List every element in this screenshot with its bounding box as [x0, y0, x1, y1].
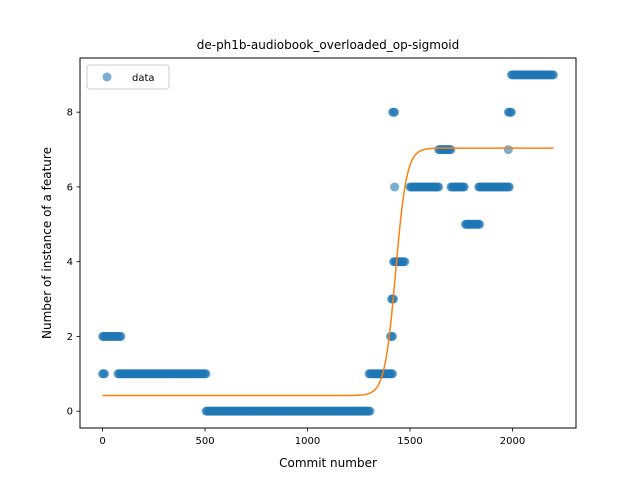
y-tick-label: 4 [67, 257, 73, 268]
y-tick-label: 6 [67, 182, 73, 193]
data-point [365, 406, 375, 416]
legend-label-data: data [132, 73, 155, 84]
x-tick-label: 1000 [295, 436, 320, 447]
y-axis: 0 2 4 6 8 [67, 108, 80, 418]
data-point [506, 107, 516, 117]
x-tick-label: 0 [99, 436, 105, 447]
data-point [390, 107, 400, 117]
y-tick-label: 8 [67, 108, 73, 119]
legend-box [86, 64, 170, 90]
x-axis: 0 500 1000 1500 2000 [99, 428, 525, 447]
data-point [446, 145, 456, 155]
data-point [459, 182, 469, 192]
data-point [475, 219, 485, 229]
plot-area [98, 70, 558, 416]
data-point [434, 182, 444, 192]
y-tick-label: 0 [67, 407, 73, 418]
legend: data [86, 64, 170, 90]
x-axis-label: Commit number [279, 456, 377, 470]
data-point [390, 182, 400, 192]
data-point [388, 369, 398, 379]
axes-frame [79, 57, 577, 429]
x-tick-label: 2000 [500, 436, 525, 447]
chart-title: de-ph1b-audiobook_overloaded_op-sigmoid [197, 38, 460, 52]
y-axis-label: Number of instance of a feature [40, 147, 54, 339]
legend-marker-data [102, 72, 112, 82]
x-tick-label: 500 [195, 436, 214, 447]
data-point [100, 369, 110, 379]
y-tick-label: 2 [67, 332, 73, 343]
data-point [201, 369, 211, 379]
data-point [504, 182, 514, 192]
x-tick-label: 1500 [397, 436, 422, 447]
data-point [388, 331, 398, 341]
data-point [400, 257, 410, 267]
data-point [503, 145, 513, 155]
fit-line [102, 147, 554, 397]
data-point [116, 331, 126, 341]
data-point [548, 70, 558, 80]
